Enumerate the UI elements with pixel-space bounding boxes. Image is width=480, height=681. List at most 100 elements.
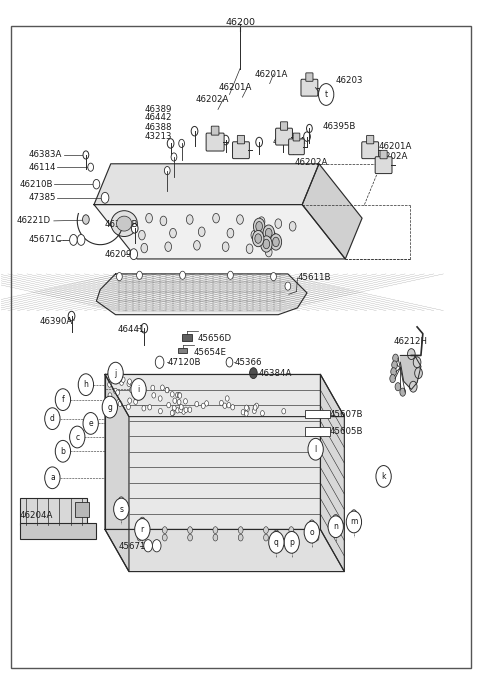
Text: p: p (289, 538, 294, 547)
Circle shape (316, 445, 323, 454)
Text: j: j (114, 368, 117, 378)
Circle shape (231, 405, 235, 410)
Circle shape (119, 505, 124, 513)
Circle shape (183, 398, 187, 404)
Circle shape (102, 396, 118, 418)
Circle shape (391, 368, 396, 376)
Circle shape (88, 163, 94, 172)
Circle shape (171, 410, 175, 415)
Ellipse shape (111, 210, 137, 236)
Circle shape (198, 227, 205, 236)
Circle shape (304, 521, 320, 543)
Text: 45366: 45366 (234, 358, 262, 367)
Circle shape (132, 385, 138, 394)
Text: r: r (141, 525, 144, 534)
Circle shape (137, 271, 143, 279)
Text: 46201A: 46201A (254, 69, 288, 78)
Circle shape (246, 406, 250, 411)
Circle shape (333, 514, 338, 522)
Circle shape (252, 230, 264, 247)
Circle shape (415, 368, 422, 379)
Polygon shape (400, 355, 421, 390)
Circle shape (63, 395, 70, 405)
Circle shape (204, 400, 208, 406)
Text: d: d (50, 414, 55, 423)
Circle shape (114, 379, 118, 384)
Circle shape (55, 389, 71, 411)
Text: f: f (61, 395, 64, 404)
Circle shape (333, 522, 338, 530)
Text: 46395B: 46395B (323, 122, 356, 131)
Circle shape (77, 234, 85, 245)
Circle shape (184, 407, 188, 413)
Circle shape (253, 405, 257, 410)
Circle shape (351, 509, 357, 518)
Circle shape (116, 390, 120, 396)
Circle shape (223, 403, 227, 409)
Text: 45654E: 45654E (194, 347, 227, 357)
Circle shape (246, 244, 253, 253)
Circle shape (127, 381, 131, 387)
FancyBboxPatch shape (181, 334, 192, 340)
FancyBboxPatch shape (288, 139, 304, 155)
Circle shape (169, 228, 176, 238)
Circle shape (376, 466, 391, 488)
Circle shape (53, 473, 60, 483)
Circle shape (70, 426, 85, 448)
Circle shape (108, 393, 112, 398)
FancyBboxPatch shape (367, 136, 374, 144)
Circle shape (140, 525, 145, 533)
Circle shape (309, 520, 315, 528)
Circle shape (282, 409, 286, 414)
Circle shape (134, 394, 138, 399)
Text: 46390A: 46390A (40, 317, 73, 326)
Circle shape (241, 409, 245, 415)
Text: 46442: 46442 (144, 113, 172, 122)
FancyBboxPatch shape (211, 126, 219, 135)
Text: o: o (310, 528, 314, 537)
Circle shape (253, 405, 257, 411)
Circle shape (117, 272, 122, 281)
Circle shape (139, 230, 145, 240)
Circle shape (111, 376, 115, 381)
Circle shape (86, 380, 93, 390)
Circle shape (70, 432, 77, 442)
Circle shape (110, 402, 117, 412)
Circle shape (132, 223, 138, 233)
Text: 46201A: 46201A (218, 83, 252, 92)
Circle shape (127, 404, 131, 409)
Text: 46209: 46209 (105, 250, 132, 259)
Circle shape (255, 403, 259, 409)
Circle shape (144, 539, 153, 552)
Circle shape (222, 242, 229, 251)
Text: 45605B: 45605B (330, 427, 363, 436)
FancyBboxPatch shape (293, 133, 300, 141)
Circle shape (165, 387, 169, 393)
Polygon shape (302, 164, 362, 259)
Circle shape (188, 526, 192, 533)
Circle shape (112, 407, 116, 413)
Circle shape (83, 215, 89, 224)
Text: 46383A: 46383A (28, 151, 62, 159)
Text: 46212H: 46212H (393, 337, 427, 347)
Circle shape (179, 407, 182, 413)
Circle shape (213, 213, 219, 223)
Circle shape (91, 419, 98, 428)
FancyBboxPatch shape (362, 142, 379, 159)
Circle shape (173, 398, 177, 403)
Text: e: e (88, 419, 93, 428)
Polygon shape (105, 375, 344, 417)
Circle shape (219, 400, 223, 406)
Circle shape (78, 374, 94, 396)
Circle shape (130, 249, 138, 259)
Circle shape (165, 387, 169, 393)
Circle shape (128, 398, 132, 403)
Circle shape (108, 405, 111, 411)
Circle shape (162, 534, 167, 541)
Circle shape (135, 518, 150, 540)
Text: 46441: 46441 (118, 325, 145, 334)
Circle shape (251, 230, 258, 240)
Circle shape (269, 531, 284, 553)
Circle shape (395, 383, 401, 391)
Polygon shape (105, 375, 321, 529)
